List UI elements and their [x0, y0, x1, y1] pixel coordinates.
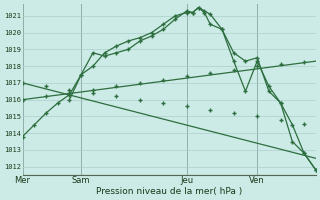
X-axis label: Pression niveau de la mer( hPa ): Pression niveau de la mer( hPa ): [96, 187, 242, 196]
